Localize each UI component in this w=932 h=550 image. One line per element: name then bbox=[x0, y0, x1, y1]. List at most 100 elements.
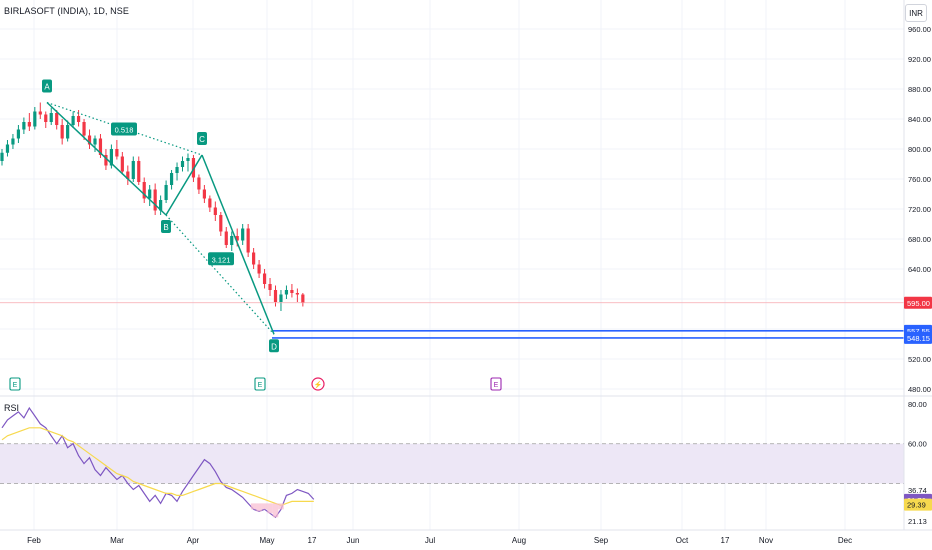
rsi-tick-label: 60.00 bbox=[908, 440, 927, 449]
candle-body bbox=[148, 189, 152, 199]
rsi-oversold-fill bbox=[278, 503, 284, 510]
earnings-icon-label: E bbox=[494, 382, 499, 389]
candle-body bbox=[279, 294, 283, 302]
candle-body bbox=[169, 173, 174, 185]
pattern-ratio-line bbox=[46, 101, 203, 156]
pattern-ratio-line bbox=[165, 214, 275, 335]
candle-body bbox=[191, 158, 196, 178]
earnings-icon bbox=[9, 377, 21, 391]
candle-body bbox=[60, 125, 64, 139]
x-tick-label: Mar bbox=[110, 536, 124, 545]
candle-body bbox=[159, 200, 163, 211]
y-tick-label: 760.00 bbox=[908, 175, 931, 184]
y-tick-label: 880.00 bbox=[908, 85, 931, 94]
candle-body bbox=[142, 182, 146, 199]
dividend-icon-glyph: ⚡ bbox=[314, 380, 323, 389]
rsi-title: RSI bbox=[4, 403, 20, 413]
last-price-tag bbox=[904, 296, 932, 309]
candle-body bbox=[66, 125, 70, 139]
candle-body bbox=[98, 138, 103, 155]
grid bbox=[0, 0, 904, 530]
candle-body bbox=[246, 228, 250, 253]
rsi-tick-label: 80.00 bbox=[908, 400, 927, 409]
y-tick-label: 640.00 bbox=[908, 265, 931, 274]
level-tag bbox=[904, 331, 932, 344]
ratio-label: 3.121 bbox=[212, 255, 231, 264]
candle-body bbox=[44, 114, 48, 122]
candle-body bbox=[22, 122, 26, 130]
pattern-point-label: C bbox=[199, 135, 205, 144]
candle-body bbox=[213, 207, 217, 215]
candle-body bbox=[257, 264, 261, 274]
candle-body bbox=[5, 144, 10, 153]
candle-body bbox=[104, 155, 108, 166]
candle-body bbox=[153, 189, 157, 211]
candle-body bbox=[82, 122, 86, 136]
candle-body bbox=[87, 135, 92, 145]
pattern-point-tag bbox=[197, 132, 207, 145]
rsi-tick-label: 21.13 bbox=[908, 517, 927, 526]
pattern-point-tag bbox=[42, 79, 52, 93]
candle-body bbox=[202, 189, 206, 199]
candle-body bbox=[164, 185, 168, 200]
candle-body bbox=[197, 177, 201, 190]
candle-body bbox=[175, 167, 179, 173]
x-tick-label: 17 bbox=[308, 536, 317, 545]
candle-body bbox=[76, 116, 81, 122]
candle-body bbox=[252, 252, 256, 265]
candle-body bbox=[301, 294, 305, 303]
x-tick-label: 17 bbox=[721, 536, 730, 545]
rsi-oversold-fill bbox=[250, 503, 257, 510]
candle-body bbox=[284, 290, 289, 295]
candle-body bbox=[241, 228, 245, 241]
candle-body bbox=[235, 236, 239, 241]
pattern-point-label: A bbox=[44, 83, 50, 92]
level-label: 548.15 bbox=[907, 334, 930, 343]
ratio-tag bbox=[208, 252, 234, 266]
rsi-oversold-fill bbox=[256, 503, 262, 512]
candle-body bbox=[27, 122, 31, 127]
candle-body bbox=[0, 152, 4, 161]
rsi-ma-line bbox=[1, 427, 314, 507]
x-tick-label: Oct bbox=[676, 536, 689, 545]
dividend-icon bbox=[311, 377, 325, 391]
price-plot[interactable]: A B C D 0.518 3.121 E E ⚡ E bbox=[0, 79, 904, 391]
candle-body bbox=[186, 158, 190, 161]
candle-body bbox=[71, 116, 75, 125]
pattern-point-label: D bbox=[271, 342, 277, 351]
rsi-band bbox=[0, 443, 904, 484]
candle-body bbox=[49, 113, 53, 122]
candle-body bbox=[120, 156, 124, 172]
currency-button[interactable]: INR bbox=[905, 4, 927, 22]
candle-body bbox=[137, 161, 141, 182]
rsi-oversold-fill bbox=[272, 503, 279, 518]
candle-body bbox=[38, 111, 42, 115]
level-label: 557.55 bbox=[907, 327, 930, 336]
pattern-point-tag bbox=[269, 339, 279, 353]
x-tick-label: Jul bbox=[425, 536, 435, 545]
earnings-icon bbox=[254, 377, 266, 391]
candle-body bbox=[268, 284, 272, 290]
candle-body bbox=[115, 149, 119, 157]
rsi-value-tag bbox=[904, 498, 932, 511]
x-tick-label: Sep bbox=[594, 536, 609, 545]
x-tick-label: Dec bbox=[838, 536, 852, 545]
pattern-point-label: B bbox=[163, 223, 168, 232]
y-tick-label: 520.00 bbox=[908, 355, 931, 364]
symbol-title: BIRLASOFT (INDIA), 1D, NSE bbox=[4, 6, 129, 16]
candle-body bbox=[126, 171, 130, 179]
x-tick-label: May bbox=[259, 536, 274, 545]
y-tick-label: 720.00 bbox=[908, 205, 931, 214]
y-tick-label: 680.00 bbox=[908, 235, 931, 244]
candle-body bbox=[208, 198, 212, 208]
rsi-plot[interactable] bbox=[0, 406, 904, 519]
candle-body bbox=[16, 129, 21, 139]
candle-body bbox=[109, 149, 113, 166]
ratio-label: 0.518 bbox=[115, 126, 134, 135]
earnings-icon-label: E bbox=[258, 382, 263, 389]
candle-body bbox=[219, 215, 223, 232]
pattern-point-tag bbox=[161, 220, 171, 233]
last-price-label: 595.00 bbox=[907, 299, 930, 308]
